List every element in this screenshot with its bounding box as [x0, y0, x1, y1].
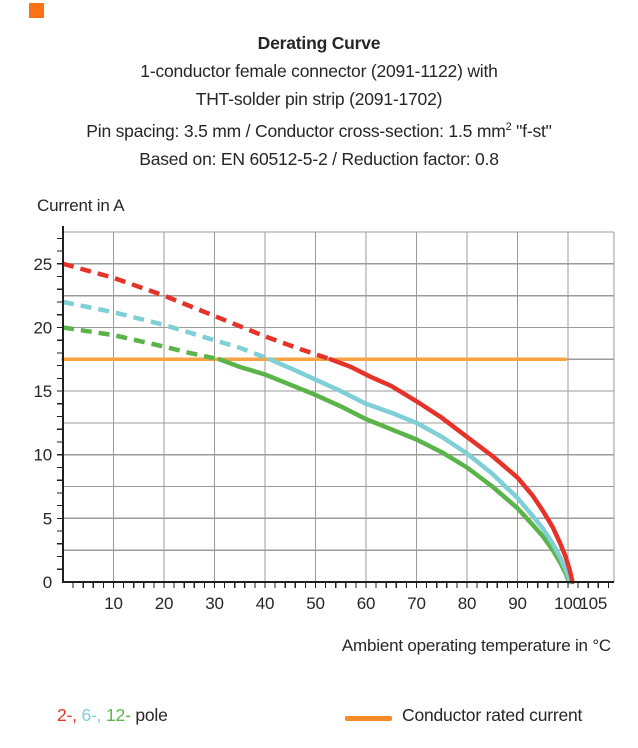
- curve-segment-dashed: [62, 261, 332, 362]
- curve-segment-solid: [217, 357, 572, 585]
- legend-pole-part: 2-,: [57, 705, 82, 725]
- legend-rated-current-label: Conductor rated current: [402, 705, 583, 725]
- x-tick-label: 105: [579, 594, 607, 613]
- series: [61, 261, 575, 585]
- brand-orange-square: [29, 3, 44, 18]
- chart-subtitle-standard: Based on: EN 60512-5-2 / Reduction facto…: [139, 148, 499, 169]
- y-tick-label: 15: [33, 382, 52, 401]
- x-tick-label: 10: [104, 594, 123, 613]
- x-tick-label: 80: [458, 594, 477, 613]
- series-12-pole: [62, 325, 572, 585]
- chart-subtitle-specs: Pin spacing: 3.5 mm / Conductor cross-se…: [86, 120, 552, 141]
- chart-title: Derating Curve: [257, 33, 381, 53]
- x-tick-label: 100: [554, 594, 582, 613]
- superscript-2: 2: [505, 121, 512, 133]
- x-tick-label: 50: [306, 594, 325, 613]
- x-tick-label: 20: [155, 594, 174, 613]
- y-tick-label: 10: [33, 446, 52, 465]
- series-6-pole: [62, 299, 573, 585]
- x-tick-label: 70: [407, 594, 426, 613]
- chart-subtitle-connector: 1-conductor female connector (2091-1122)…: [140, 61, 498, 81]
- axis-ticks: [57, 237, 610, 588]
- legend-pole-part: 6-,: [81, 705, 106, 725]
- x-axis-title: Ambient operating temperature in °C: [342, 636, 611, 655]
- legend-pole-part: pole: [135, 705, 168, 725]
- legend-pole-counts: 2-, 6-, 12- pole: [57, 705, 168, 726]
- chart-subtitle-pinstrip: THT-solder pin strip (2091-1702): [195, 89, 443, 109]
- y-axis-title: Current in A: [37, 196, 125, 215]
- x-tick-label: 90: [508, 594, 527, 613]
- series-2-pole: [62, 261, 575, 585]
- x-tick-label: 30: [205, 594, 224, 613]
- axes: [62, 226, 614, 583]
- x-tick-label: 60: [357, 594, 376, 613]
- rated-current-line-swatch: [345, 716, 392, 721]
- curve-segment-solid: [267, 357, 573, 585]
- y-tick-label: 20: [33, 318, 52, 337]
- legend-pole-part: 12-: [106, 705, 136, 725]
- x-tick-label: 40: [256, 594, 275, 613]
- curve-segment-dashed: [62, 299, 271, 362]
- y-tick-label: 25: [33, 255, 52, 274]
- y-tick-label: 0: [43, 573, 52, 592]
- y-tick-label: 5: [43, 509, 52, 528]
- curve-segment-solid: [328, 357, 575, 585]
- chart-title-block: Derating Curve 1-conductor female connec…: [0, 29, 638, 173]
